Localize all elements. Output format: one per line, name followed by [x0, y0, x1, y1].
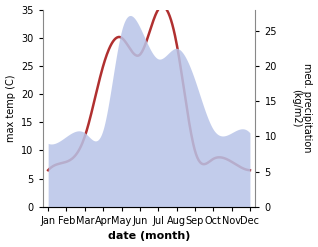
- Y-axis label: med. precipitation
(kg/m2): med. precipitation (kg/m2): [291, 63, 313, 153]
- X-axis label: date (month): date (month): [108, 231, 190, 242]
- Y-axis label: max temp (C): max temp (C): [5, 74, 16, 142]
